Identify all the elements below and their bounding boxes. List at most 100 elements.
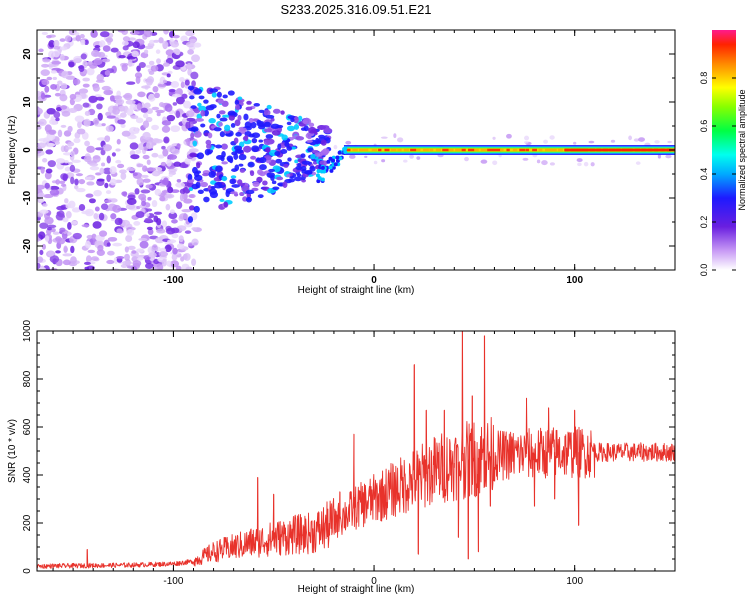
spectrogram-blob	[416, 156, 421, 160]
spectrogram-blob	[235, 104, 240, 111]
spectrogram-blob	[200, 181, 209, 188]
spectrogram-blob	[68, 61, 75, 68]
spectrogram-blob	[126, 81, 136, 85]
spectrogram-blob	[73, 137, 81, 144]
spectrogram-blob	[46, 76, 53, 81]
spectrogram-blob	[138, 237, 148, 242]
spectrogram-blob	[74, 178, 79, 186]
spectrogram-blob	[320, 177, 325, 182]
spectrogram-blob	[136, 248, 144, 253]
spectrogram-blob	[109, 198, 118, 203]
spectrogram-blob	[276, 176, 284, 181]
spectrogram-blob	[70, 245, 75, 254]
spectrogram-blob	[155, 109, 165, 114]
spectrogram-blob	[139, 240, 149, 249]
spectrogram-blob	[250, 121, 257, 129]
spectrogram-blob	[70, 220, 78, 225]
x-tick-label: -100	[163, 275, 183, 286]
spectrogram-blob	[610, 139, 616, 143]
spectrogram-blob	[81, 210, 91, 215]
spectrogram-blob	[169, 209, 175, 215]
spectrogram-blob	[221, 143, 228, 150]
spectrogram-blob	[69, 164, 76, 173]
spectrogram-blob	[53, 46, 61, 50]
spectrogram-blob	[295, 165, 303, 171]
spectrogram-blob	[243, 113, 249, 121]
spectrogram-blob	[40, 166, 45, 174]
spectrogram-blob	[256, 176, 263, 183]
spectrogram-blob	[175, 60, 185, 68]
spectrogram-blob	[176, 178, 182, 183]
spectrogram-blob	[96, 137, 107, 141]
spectrogram-blob	[263, 109, 271, 116]
spectrogram-blob	[195, 118, 204, 122]
spectrogram-blob	[120, 219, 131, 227]
snr-y-label: SNR (10 * v/v)	[7, 419, 18, 483]
spectrogram-blob	[170, 81, 180, 88]
spectrogram-blob	[172, 34, 180, 39]
spectrogram-blob	[216, 113, 221, 119]
spectrogram-blob	[133, 220, 141, 226]
spectrogram-blob	[39, 249, 44, 256]
spectrogram-blob	[191, 54, 200, 63]
colorbar-label: Normalized spectral amplitude	[737, 89, 747, 210]
spectrogram-blob	[167, 239, 177, 244]
spectrogram-blob	[144, 102, 151, 109]
spectrogram-blob	[175, 265, 182, 270]
spectrogram-blob	[258, 139, 264, 143]
spectrogram-blob	[665, 154, 672, 159]
spectrogram-blob	[68, 108, 78, 113]
spectrogram-blob	[323, 127, 333, 134]
spectrogram-blob	[192, 166, 198, 174]
spectrogram-blob	[184, 79, 190, 86]
spectrogram-blob	[136, 205, 141, 210]
spectrogram-blob	[172, 48, 180, 54]
stable-line-core	[358, 148, 366, 152]
spectrogram-blob	[138, 62, 146, 68]
spectrogram-blob	[163, 30, 169, 35]
spectrogram-blob	[156, 112, 161, 117]
spectrogram-blob	[245, 189, 255, 195]
spectrogram-blob	[43, 94, 52, 98]
spectrogram-blob	[116, 255, 125, 260]
spectrogram-blob	[98, 212, 105, 221]
spectrogram-blob	[145, 208, 153, 212]
spectrogram-blob	[287, 157, 292, 162]
stable-line-core	[390, 148, 397, 152]
spectrogram-blob	[333, 162, 338, 167]
spectrogram-blob	[229, 157, 234, 164]
spectrogram-blob	[189, 95, 195, 100]
spectrogram-blob	[263, 139, 272, 146]
stable-line-core	[384, 148, 390, 152]
spectrogram-blob	[101, 162, 106, 167]
spectrogram-blob	[307, 135, 312, 140]
spectrogram-blob	[78, 65, 85, 72]
spectrogram-blob	[219, 131, 226, 138]
spectrogram-blob	[43, 194, 54, 199]
spectrogram-blob	[144, 167, 154, 172]
spectrogram-blob	[80, 39, 86, 46]
spectrogram-blob	[297, 163, 302, 168]
spectrogram-blob	[44, 182, 50, 189]
spectrogram-blob	[638, 137, 645, 142]
spectrogram-blob	[265, 114, 275, 119]
spectrogram-blob	[316, 169, 321, 174]
spectrogram-blob	[179, 188, 186, 195]
spectrogram-blob	[92, 85, 100, 92]
stable-line-core	[423, 148, 429, 152]
spectrogram-blob	[271, 180, 277, 185]
spectrogram-blob	[583, 161, 589, 167]
spectrogram-blob	[307, 126, 317, 134]
colorbar-ticks: 0.0 0.2 0.4 0.6 0.8	[699, 72, 736, 276]
spectrogram-blob	[286, 146, 293, 151]
spectrogram-blob	[129, 142, 139, 150]
spectrogram-blob	[302, 117, 312, 125]
spectrogram-blob	[184, 230, 192, 234]
spectrogram-blob	[63, 245, 68, 254]
spectrogram-blob	[106, 155, 111, 164]
spectrogram-blob	[99, 31, 110, 38]
spectrogram-blob	[127, 245, 136, 251]
spectrogram-blob	[157, 154, 165, 159]
spectrogram-blob	[211, 92, 217, 98]
spectrogram-blob	[125, 204, 136, 210]
